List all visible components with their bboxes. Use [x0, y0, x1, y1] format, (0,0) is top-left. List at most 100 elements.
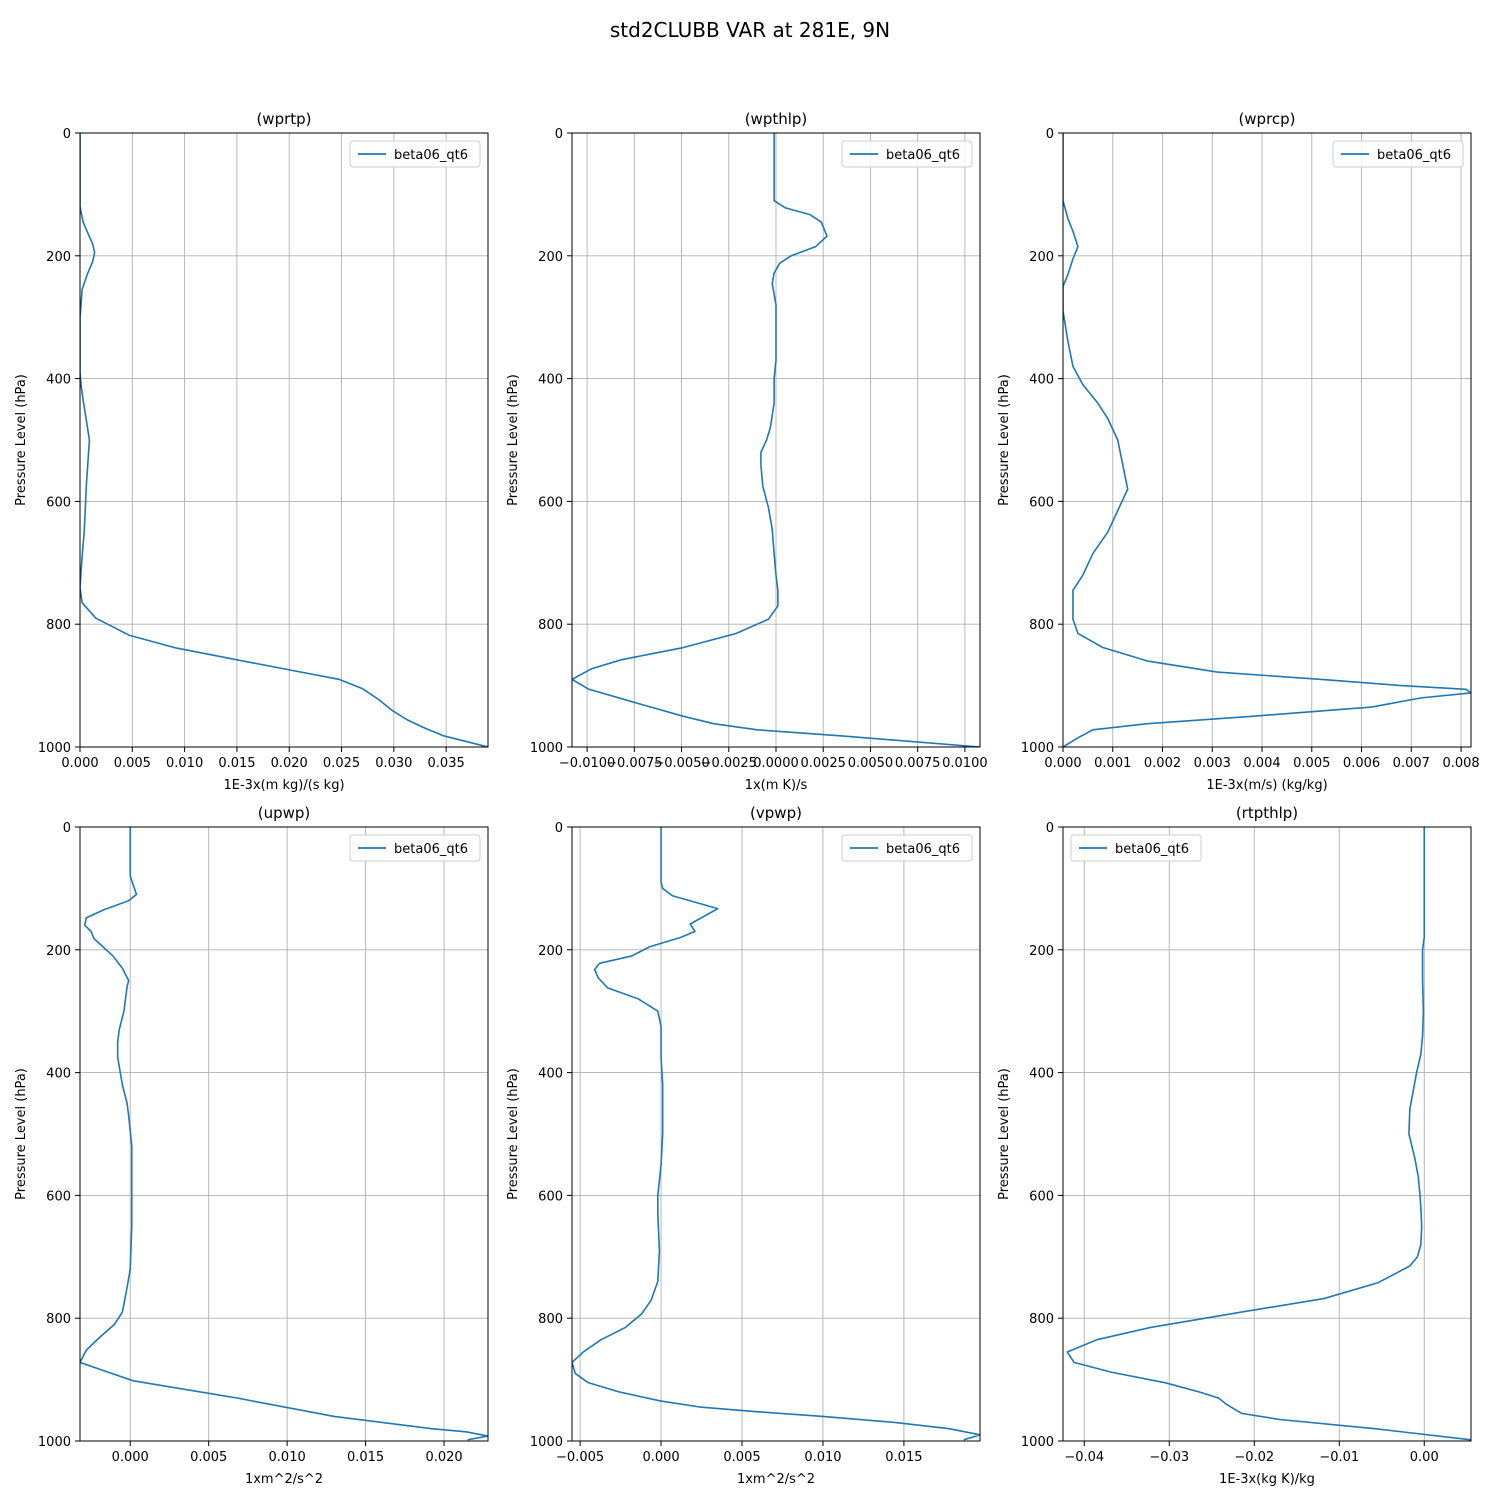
y-tick-label: 200 [538, 250, 563, 265]
x-tick-label: 0.0100 [942, 756, 988, 771]
x-tick-label: 0.005 [190, 1450, 227, 1465]
y-tick-label: 400 [538, 1067, 563, 1082]
y-tick-label: 0 [555, 127, 563, 142]
x-tick-label: 0.0000 [753, 756, 799, 771]
y-tick-label: 200 [538, 944, 563, 959]
chart-panel-3: 0.000 0.001 0.002 0.003 0.004 0.005 0.006 0.007… [997, 110, 1480, 793]
legend: beta06_qt6 [349, 834, 481, 862]
x-tick-label: 0.015 [218, 756, 255, 771]
legend-label: beta06_qt6 [394, 148, 468, 163]
x-tick-label: 0.005 [1293, 756, 1330, 771]
x-axis-label: 1xm^2/s^2 [737, 1472, 815, 1487]
x-tick-label: −0.04 [1064, 1450, 1104, 1465]
axes-frame [79, 132, 489, 748]
legend-label: beta06_qt6 [886, 148, 960, 163]
x-tick-label: 0.010 [269, 1450, 306, 1465]
chart-title: (vpwp) [750, 804, 802, 822]
x-tick-label: 0.000 [1044, 756, 1081, 771]
y-tick-label: 400 [538, 373, 563, 388]
chart-title: (wprtp) [256, 110, 311, 128]
y-tick-label: 800 [46, 618, 71, 633]
y-axis-label: Pressure Level (hPa) [997, 374, 1012, 506]
y-tick-label: 0 [1046, 821, 1054, 836]
y-axis-label: Pressure Level (hPa) [14, 374, 29, 506]
legend-box [1070, 834, 1202, 862]
y-tick-label: 200 [46, 250, 71, 265]
y-tick-label: 800 [538, 1312, 563, 1327]
x-tick-label: 0.020 [271, 756, 308, 771]
x-axis-label: 1E-3x(m/s) (kg/kg) [1206, 778, 1327, 793]
chart-panel-6: −0.04 −0.03 −0.02 −0.01 0.00 0 200 400 600 800 100… [997, 804, 1472, 1487]
chart-title: (upwp) [258, 804, 311, 822]
y-tick-label: 200 [1029, 944, 1054, 959]
y-tick-label: 800 [538, 618, 563, 633]
x-tick-label: 0.0050 [848, 756, 894, 771]
y-tick-label: 0 [555, 821, 563, 836]
y-axis-label: Pressure Level (hPa) [997, 1068, 1012, 1200]
chart-panel-5: −0.005 0.000 0.005 0.010 0.015 0 200 400 600 800 1… [506, 804, 981, 1487]
x-tick-label: −0.0100 [559, 756, 615, 771]
figure-title: std2CLUBB VAR at 281E, 9N [610, 18, 890, 42]
axes-frame [571, 826, 981, 1442]
x-tick-label: −0.0025 [701, 756, 757, 771]
x-axis-label: 1E-3x(kg K)/kg [1219, 1472, 1315, 1487]
y-tick-label: 400 [46, 1067, 71, 1082]
x-tick-label: 0.020 [425, 1450, 462, 1465]
legend-box [841, 140, 973, 168]
legend: beta06_qt6 [349, 140, 481, 168]
y-tick-label: 400 [46, 373, 71, 388]
legend-label: beta06_qt6 [1115, 842, 1189, 857]
y-tick-label: 1000 [1021, 741, 1054, 756]
x-tick-label: 0.0075 [895, 756, 941, 771]
x-tick-label: 0.030 [375, 756, 412, 771]
x-tick-label: 0.000 [642, 1450, 679, 1465]
x-tick-label: −0.01 [1319, 1450, 1359, 1465]
x-tick-label: −0.03 [1149, 1450, 1189, 1465]
y-tick-label: 0 [63, 821, 71, 836]
chart-title: (rtpthlp) [1236, 804, 1298, 822]
y-tick-label: 200 [1029, 250, 1054, 265]
y-tick-label: 600 [538, 495, 563, 510]
y-tick-label: 800 [1029, 1312, 1054, 1327]
y-tick-label: 800 [1029, 618, 1054, 633]
legend-label: beta06_qt6 [394, 842, 468, 857]
y-tick-label: 1000 [530, 1435, 563, 1450]
legend: beta06_qt6 [841, 140, 973, 168]
legend-box [1332, 140, 1464, 168]
x-tick-label: 0.005 [114, 756, 151, 771]
x-tick-label: 0.015 [347, 1450, 384, 1465]
x-tick-label: −0.005 [556, 1450, 604, 1465]
y-axis-label: Pressure Level (hPa) [506, 374, 521, 506]
y-tick-label: 600 [1029, 495, 1054, 510]
y-tick-label: 1000 [38, 1435, 71, 1450]
x-tick-label: 0.010 [804, 1450, 841, 1465]
x-tick-label: −0.0050 [653, 756, 709, 771]
x-axis-label: 1x(m K)/s [745, 778, 808, 793]
x-axis-label: 1xm^2/s^2 [245, 1472, 323, 1487]
x-axis-label: 1E-3x(m kg)/(s kg) [223, 778, 344, 793]
y-tick-label: 400 [1029, 1067, 1054, 1082]
series-line-beta06_qt6 [80, 827, 488, 1441]
y-axis-label: Pressure Level (hPa) [14, 1068, 29, 1200]
x-tick-label: 0.007 [1393, 756, 1430, 771]
legend-box [349, 140, 481, 168]
legend-box [349, 834, 481, 862]
x-tick-label: 0.015 [885, 1450, 922, 1465]
series-line-beta06_qt6 [1063, 133, 1471, 747]
x-tick-label: 0.00 [1410, 1450, 1439, 1465]
y-axis-label: Pressure Level (hPa) [506, 1068, 521, 1200]
x-tick-label: 0.006 [1343, 756, 1380, 771]
y-tick-label: 600 [538, 1189, 563, 1204]
axes-frame [1062, 826, 1472, 1442]
chart-title: (wprcp) [1238, 110, 1295, 128]
y-tick-label: 1000 [530, 741, 563, 756]
x-tick-label: 0.008 [1442, 756, 1479, 771]
legend: beta06_qt6 [841, 834, 973, 862]
x-tick-label: 0.000 [61, 756, 98, 771]
y-tick-label: 800 [46, 1312, 71, 1327]
y-tick-label: 1000 [1021, 1435, 1054, 1450]
legend: beta06_qt6 [1070, 834, 1202, 862]
